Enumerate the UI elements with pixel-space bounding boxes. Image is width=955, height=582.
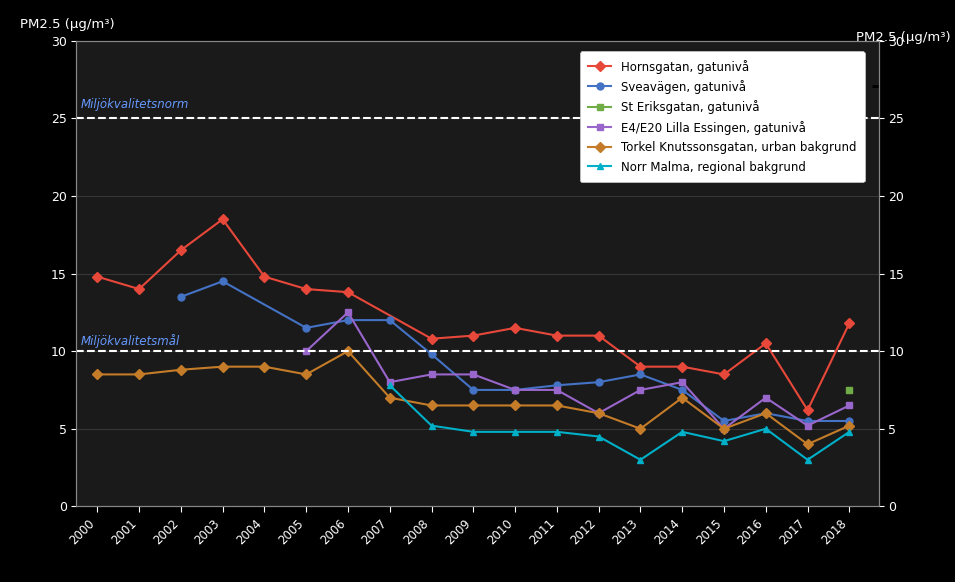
Hornsgatan, gatunivå [760,340,772,347]
E4/E20 Lilla Essingen, gatunivå [468,371,479,378]
Torkel Knutssonsgatan, urban bakgrund [259,363,270,370]
Line: Hornsgatan, gatunivå: Hornsgatan, gatunivå [94,216,853,414]
Torkel Knutssonsgatan, urban bakgrund [802,441,814,448]
Y-axis label: PM2.5 (µg/m³): PM2.5 (µg/m³) [857,31,951,44]
Torkel Knutssonsgatan, urban bakgrund [718,425,730,432]
Torkel Knutssonsgatan, urban bakgrund [593,410,605,417]
Norr Malma, regional bakgrund [551,428,562,435]
Hornsgatan, gatunivå [509,324,520,331]
Sveavägen, gatunivå [175,293,186,300]
Torkel Knutssonsgatan, urban bakgrund [342,347,353,354]
Torkel Knutssonsgatan, urban bakgrund [426,402,437,409]
Hornsgatan, gatunivå [676,363,688,370]
Hornsgatan, gatunivå [259,273,270,280]
Hornsgatan, gatunivå [92,273,103,280]
Torkel Knutssonsgatan, urban bakgrund [676,394,688,401]
E4/E20 Lilla Essingen, gatunivå [676,379,688,386]
Torkel Knutssonsgatan, urban bakgrund [175,366,186,373]
E4/E20 Lilla Essingen, gatunivå [718,425,730,432]
Norr Malma, regional bakgrund [468,428,479,435]
Torkel Knutssonsgatan, urban bakgrund [760,410,772,417]
Text: Miljökvalitetsnorm: Miljökvalitetsnorm [80,98,189,111]
Norr Malma, regional bakgrund [718,438,730,445]
Torkel Knutssonsgatan, urban bakgrund [301,371,312,378]
Torkel Knutssonsgatan, urban bakgrund [635,425,647,432]
Sveavägen, gatunivå [760,410,772,417]
Norr Malma, regional bakgrund [843,428,855,435]
Torkel Knutssonsgatan, urban bakgrund [468,402,479,409]
Sveavägen, gatunivå [676,386,688,393]
Legend: Hornsgatan, gatunivå, Sveavägen, gatunivå, St Eriksgatan, gatunivå, E4/E20 Lilla: Hornsgatan, gatunivå, Sveavägen, gatuniv… [580,51,864,182]
Norr Malma, regional bakgrund [676,428,688,435]
Sveavägen, gatunivå [301,324,312,331]
Hornsgatan, gatunivå [134,286,145,293]
E4/E20 Lilla Essingen, gatunivå [843,402,855,409]
Line: Torkel Knutssonsgatan, urban bakgrund: Torkel Knutssonsgatan, urban bakgrund [94,347,853,448]
Sveavägen, gatunivå [509,386,520,393]
E4/E20 Lilla Essingen, gatunivå [342,309,353,316]
Hornsgatan, gatunivå [635,363,647,370]
E4/E20 Lilla Essingen, gatunivå [301,347,312,354]
E4/E20 Lilla Essingen, gatunivå [802,422,814,429]
Hornsgatan, gatunivå [426,335,437,342]
Torkel Knutssonsgatan, urban bakgrund [384,394,395,401]
E4/E20 Lilla Essingen, gatunivå [551,386,562,393]
E4/E20 Lilla Essingen, gatunivå [760,394,772,401]
Hornsgatan, gatunivå [551,332,562,339]
Sveavägen, gatunivå [843,417,855,424]
Norr Malma, regional bakgrund [593,433,605,440]
E4/E20 Lilla Essingen, gatunivå [635,386,647,393]
Sveavägen, gatunivå [384,317,395,324]
Hornsgatan, gatunivå [342,289,353,296]
Hornsgatan, gatunivå [802,407,814,414]
Norr Malma, regional bakgrund [426,422,437,429]
Sveavägen, gatunivå [551,382,562,389]
Sveavägen, gatunivå [426,351,437,358]
Norr Malma, regional bakgrund [635,456,647,463]
Line: Norr Malma, regional bakgrund: Norr Malma, regional bakgrund [386,382,853,463]
E4/E20 Lilla Essingen, gatunivå [593,410,605,417]
Norr Malma, regional bakgrund [509,428,520,435]
Line: E4/E20 Lilla Essingen, gatunivå: E4/E20 Lilla Essingen, gatunivå [303,309,853,432]
Norr Malma, regional bakgrund [760,425,772,432]
Hornsgatan, gatunivå [301,286,312,293]
E4/E20 Lilla Essingen, gatunivå [384,379,395,386]
Hornsgatan, gatunivå [593,332,605,339]
Sveavägen, gatunivå [635,371,647,378]
Sveavägen, gatunivå [802,417,814,424]
Norr Malma, regional bakgrund [384,382,395,389]
Sveavägen, gatunivå [718,417,730,424]
Torkel Knutssonsgatan, urban bakgrund [551,402,562,409]
Torkel Knutssonsgatan, urban bakgrund [134,371,145,378]
E4/E20 Lilla Essingen, gatunivå [426,371,437,378]
Sveavägen, gatunivå [217,278,228,285]
Norr Malma, regional bakgrund [802,456,814,463]
Sveavägen, gatunivå [468,386,479,393]
Text: Miljökvalitetsmål: Miljökvalitetsmål [80,334,180,348]
E4/E20 Lilla Essingen, gatunivå [509,386,520,393]
Hornsgatan, gatunivå [175,247,186,254]
Torkel Knutssonsgatan, urban bakgrund [509,402,520,409]
Line: Sveavägen, gatunivå: Sveavägen, gatunivå [178,278,853,424]
Torkel Knutssonsgatan, urban bakgrund [217,363,228,370]
Sveavägen, gatunivå [593,379,605,386]
Hornsgatan, gatunivå [718,371,730,378]
Sveavägen, gatunivå [342,317,353,324]
Hornsgatan, gatunivå [217,216,228,223]
Hornsgatan, gatunivå [843,320,855,327]
Hornsgatan, gatunivå [468,332,479,339]
Torkel Knutssonsgatan, urban bakgrund [92,371,103,378]
Y-axis label: PM2.5 (µg/m³): PM2.5 (µg/m³) [20,19,115,31]
Torkel Knutssonsgatan, urban bakgrund [843,422,855,429]
